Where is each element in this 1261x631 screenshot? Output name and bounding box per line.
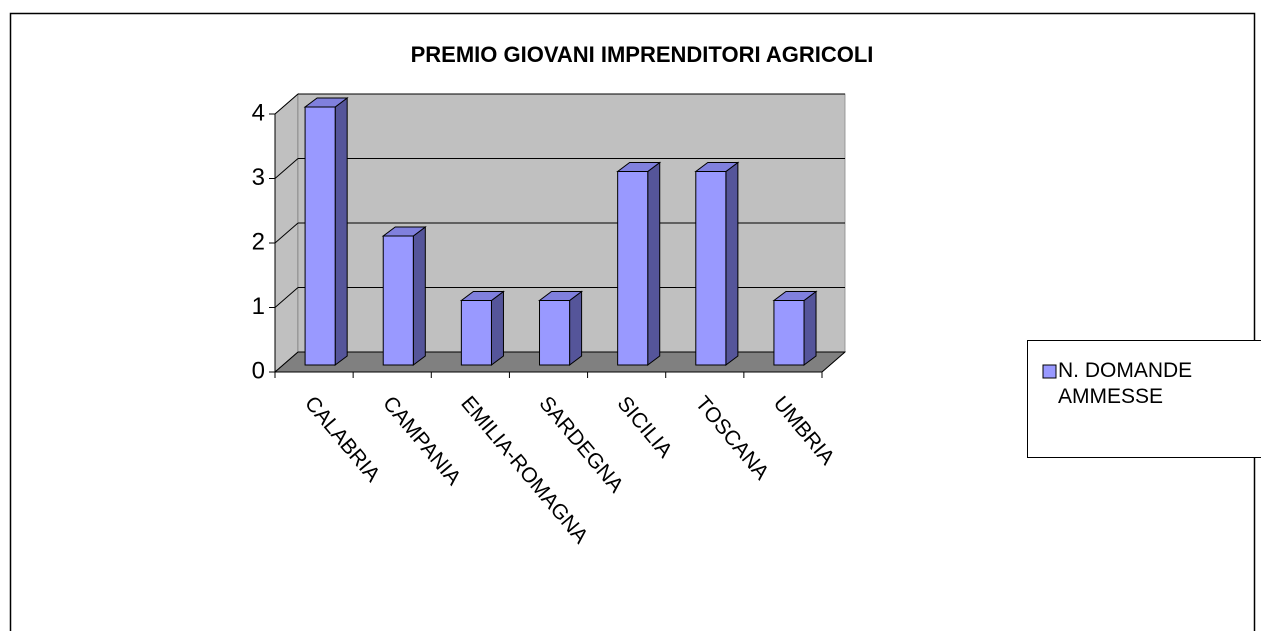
bar: [695, 171, 727, 366]
grid-line-side: [274, 158, 299, 179]
bar: [382, 235, 414, 366]
chart-title: PREMIO GIOVANI IMPRENDITORI AGRICOLI: [411, 42, 874, 67]
legend-swatch: [1042, 364, 1057, 379]
bar-side: [725, 161, 739, 366]
y-tick-label: 0: [252, 357, 265, 384]
bar-side: [412, 226, 426, 366]
grid-line-side: [274, 93, 299, 115]
legend-label: N. DOMANDE AMMESSE: [1058, 359, 1193, 408]
legend-entry: N. DOMANDE AMMESSE: [1058, 359, 1193, 408]
bar-side: [569, 290, 583, 366]
bar: [539, 300, 571, 366]
y-tick-label: 4: [252, 99, 265, 126]
bar-side: [647, 161, 661, 366]
bar: [304, 106, 336, 366]
grid-line-side: [274, 351, 299, 373]
bar-side: [490, 290, 504, 366]
y-tick-label: 3: [252, 164, 265, 191]
legend-box: [1027, 340, 1261, 458]
bar: [617, 171, 649, 366]
x-axis-back: [821, 351, 846, 373]
bar-side: [803, 290, 817, 366]
bar-side: [334, 97, 348, 366]
grid-line-side: [274, 287, 299, 308]
bar: [773, 300, 805, 366]
bar: [460, 300, 492, 366]
grid-line-side: [274, 222, 299, 244]
y-tick-label: 1: [252, 293, 265, 320]
y-tick-label: 2: [252, 228, 265, 255]
